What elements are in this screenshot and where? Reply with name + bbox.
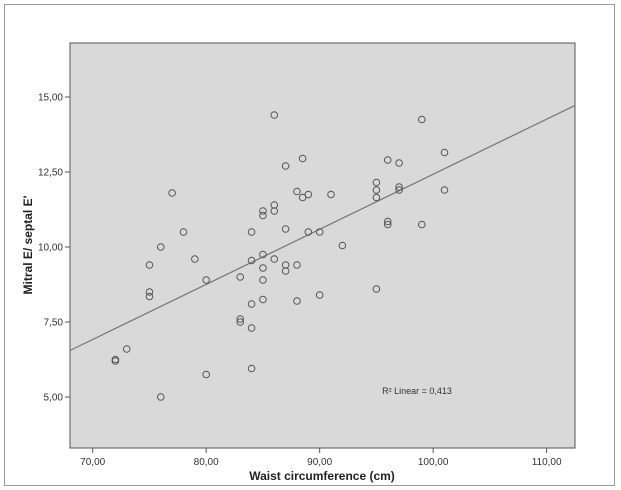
x-axis: 70,00 80,00 90,00 100,00 110,00	[80, 448, 562, 468]
data-point	[372, 193, 381, 202]
data-point	[259, 295, 267, 304]
data-point	[202, 370, 210, 379]
y-tick-label: 7,50	[44, 318, 64, 329]
data-point	[338, 241, 347, 250]
data-point	[293, 261, 301, 269]
y-tick-label: 12,50	[38, 168, 63, 179]
data-point	[168, 189, 176, 197]
y-axis: 5,00 7,50 10,00 12,50 15,00	[38, 93, 70, 404]
data-point	[417, 220, 426, 229]
data-point	[293, 187, 301, 196]
data-point	[304, 190, 313, 199]
data-point	[281, 267, 290, 275]
data-point	[417, 115, 426, 124]
data-point	[145, 292, 154, 301]
data-point	[395, 159, 403, 167]
x-tick-label: 110,00	[532, 457, 562, 468]
data-point	[383, 217, 392, 226]
data-point	[236, 273, 245, 281]
y-tick-label: 5,00	[44, 393, 64, 404]
x-tick-label: 90,00	[307, 457, 332, 468]
x-tick-label: 80,00	[194, 457, 219, 468]
data-point	[293, 297, 301, 305]
data-point	[270, 201, 279, 209]
data-point	[315, 291, 324, 299]
data-point	[259, 276, 267, 284]
data-point	[156, 243, 165, 251]
data-point	[281, 225, 290, 233]
y-tick-label: 15,00	[38, 93, 63, 104]
data-point	[372, 285, 381, 293]
data-point	[259, 250, 267, 259]
data-point	[156, 393, 165, 401]
data-point	[440, 186, 449, 194]
x-axis-title: Waist circumference (cm)	[249, 469, 395, 483]
data-point	[270, 111, 279, 119]
data-point	[298, 193, 307, 202]
y-tick-label: 10,00	[38, 243, 63, 254]
data-point	[315, 228, 324, 236]
data-point	[383, 220, 392, 229]
x-tick-label: 100,00	[418, 457, 449, 468]
data-points	[111, 111, 449, 401]
data-point	[247, 256, 256, 265]
data-point	[383, 156, 392, 164]
y-axis-title: Mitral E/ septal E'	[21, 195, 35, 294]
data-point	[247, 300, 256, 308]
data-point	[298, 154, 307, 163]
data-point	[202, 276, 210, 284]
chart-frame: 70,00 80,00 90,00 100,00 110,00 5,00 7,50 10,0…	[4, 4, 615, 486]
plot-area	[69, 42, 576, 449]
data-point	[122, 345, 131, 353]
data-point	[111, 355, 120, 364]
fit-line	[69, 104, 576, 352]
data-point	[259, 207, 267, 215]
data-point	[440, 148, 449, 157]
data-point	[247, 228, 256, 236]
data-point	[259, 264, 267, 272]
data-point	[304, 228, 313, 236]
data-point	[247, 364, 256, 373]
data-point	[145, 261, 154, 269]
data-point	[236, 318, 245, 326]
data-point	[327, 190, 335, 199]
r-squared-annotation: R² Linear = 0,413	[382, 386, 452, 396]
data-point	[281, 261, 290, 269]
data-point	[372, 178, 381, 187]
scatter-chart: 70,00 80,00 90,00 100,00 110,00 5,00 7,50 10,0…	[21, 42, 576, 483]
data-point	[395, 186, 403, 194]
data-point	[247, 324, 256, 332]
data-point	[281, 162, 290, 170]
data-point	[259, 211, 267, 220]
data-point	[179, 228, 188, 236]
data-point	[372, 186, 381, 194]
data-point	[270, 207, 279, 215]
data-point	[145, 288, 154, 296]
data-point	[236, 315, 245, 323]
x-tick-label: 70,00	[80, 457, 105, 468]
data-point	[191, 255, 199, 263]
data-point	[270, 255, 279, 263]
data-point	[395, 183, 403, 191]
